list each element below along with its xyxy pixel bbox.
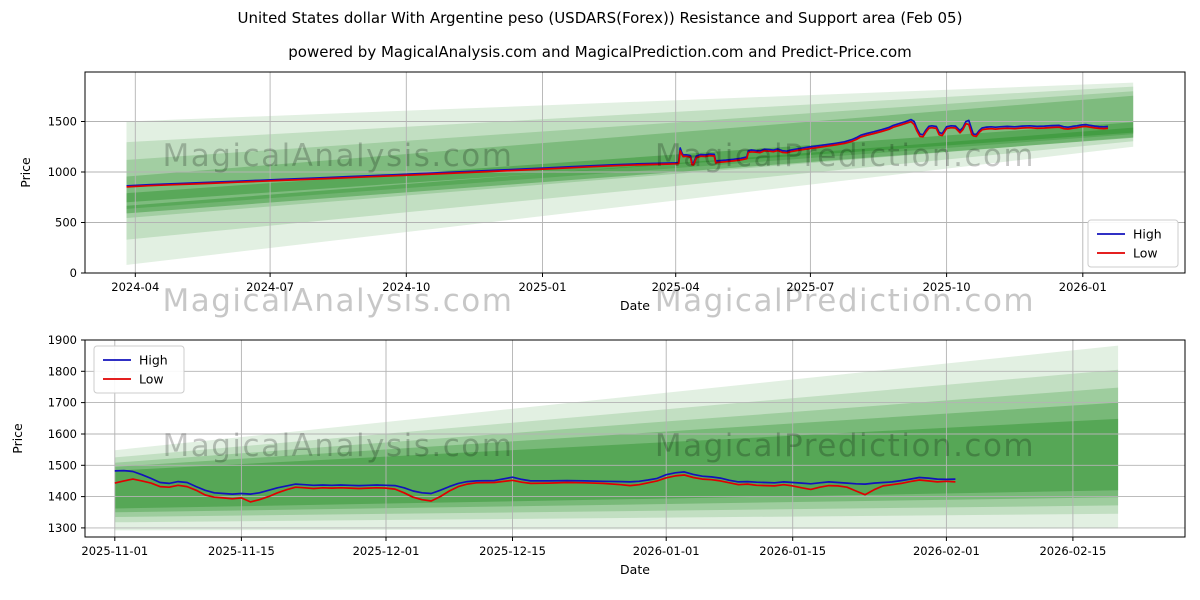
y-tick-label: 1600 xyxy=(48,427,77,441)
x-axis-label: Date xyxy=(620,562,650,577)
legend-label: Low xyxy=(139,372,164,387)
y-tick-label: 1000 xyxy=(48,165,77,179)
y-tick-label: 1400 xyxy=(48,490,77,504)
series-line-low xyxy=(114,474,956,503)
legend-label: High xyxy=(139,353,168,368)
x-tick-label: 2026-02-01 xyxy=(913,544,980,558)
x-tick-label: 2025-04 xyxy=(652,280,700,294)
x-tick-label: 2024-04 xyxy=(111,280,159,294)
x-tick-label: 2025-12-01 xyxy=(353,544,420,558)
y-tick-label: 500 xyxy=(55,216,77,230)
x-tick-label: 2025-12-15 xyxy=(479,544,546,558)
x-axis-label: Date xyxy=(620,298,650,313)
x-tick-label: 2025-07 xyxy=(786,280,834,294)
support-resistance-band xyxy=(126,127,1134,214)
watermark-text: MagicalAnalysis.com xyxy=(163,283,514,319)
y-tick-label: 1900 xyxy=(48,333,77,347)
x-tick-label: 2025-10 xyxy=(923,280,971,294)
y-tick-label: 0 xyxy=(70,266,77,280)
y-axis-label: Price xyxy=(10,423,25,454)
watermark-text: MagicalPrediction.com xyxy=(655,428,1035,464)
x-tick-label: 2024-10 xyxy=(382,280,430,294)
x-tick-label: 2026-02-15 xyxy=(1039,544,1106,558)
zoom-chart: 2025-11-01 2025-11-15 2025-12-01 2025-12-15… xyxy=(10,333,1186,577)
legend: High Low xyxy=(93,345,185,394)
watermark-text: MagicalPrediction.com xyxy=(655,138,1035,174)
y-tick-label: 1500 xyxy=(48,458,77,472)
x-tick-label: 2026-01 xyxy=(1059,280,1107,294)
chart-title: United States dollar With Argentine peso… xyxy=(237,9,963,27)
legend-label: Low xyxy=(1133,246,1158,261)
watermark-text: MagicalAnalysis.com xyxy=(163,428,514,464)
x-tick-label: 2025-11-01 xyxy=(81,544,148,558)
y-axis-label: Price xyxy=(18,157,33,188)
y-tick-label: 1700 xyxy=(48,396,77,410)
overview-chart: 2024-04 2024-07 2024-10 2025-01 2025-04 2025-… xyxy=(18,71,1186,313)
legend-box xyxy=(93,345,185,394)
y-tick-label: 1800 xyxy=(48,364,77,378)
watermark-layer: MagicalAnalysis.com MagicalPrediction.com… xyxy=(163,138,1035,464)
legend: High Low xyxy=(1087,219,1179,268)
watermark-text: MagicalPrediction.com xyxy=(655,283,1035,319)
x-tick-label: 2025-11-15 xyxy=(208,544,275,558)
series-line-high xyxy=(114,469,956,495)
watermark-text: MagicalAnalysis.com xyxy=(163,138,514,174)
y-tick-label: 1300 xyxy=(48,521,77,535)
legend-box xyxy=(1087,219,1179,268)
support-resistance-band xyxy=(126,95,1134,209)
legend-label: High xyxy=(1133,227,1162,242)
support-resistance-band xyxy=(126,122,1134,203)
series-line-high xyxy=(126,118,1109,187)
x-tick-label: 2024-07 xyxy=(246,280,294,294)
series-line-low xyxy=(126,120,1109,188)
support-resistance-band xyxy=(126,82,1134,265)
y-tick-label: 1500 xyxy=(48,115,77,129)
support-resistance-band xyxy=(126,86,1134,240)
x-tick-label: 2026-01-15 xyxy=(759,544,826,558)
support-resistance-band xyxy=(126,91,1134,218)
chart-subtitle: powered by MagicalAnalysis.com and Magic… xyxy=(288,43,912,61)
axes-frame xyxy=(84,339,1186,538)
x-tick-label: 2026-01-01 xyxy=(633,544,700,558)
x-tick-label: 2025-01 xyxy=(518,280,566,294)
